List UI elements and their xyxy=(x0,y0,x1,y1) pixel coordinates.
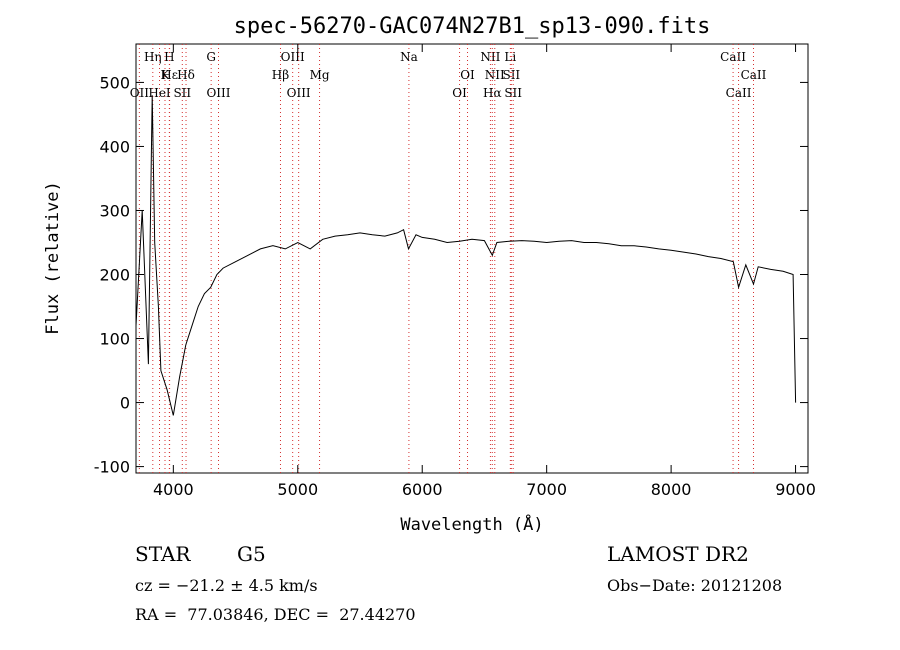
x-tick-label: 5000 xyxy=(277,480,318,499)
line-marker-label: Hε xyxy=(161,68,178,82)
plot-frame xyxy=(135,43,809,474)
coordinates: RA = 77.03846, DEC = 27.44270 xyxy=(135,605,416,624)
line-marker-label: Hα xyxy=(483,86,502,100)
line-markers: HηHGOIIINaNIILiCaIIHεKHδHβMgOINIISIICaII… xyxy=(130,44,767,473)
line-marker-label: CaII xyxy=(720,50,746,64)
x-tick-label: 8000 xyxy=(651,480,692,499)
line-marker-label: SII xyxy=(504,86,522,100)
y-axis-label: Flux (relative) xyxy=(43,181,63,335)
line-marker-label: Hη xyxy=(144,50,162,64)
line-marker-label: OIII xyxy=(206,86,230,100)
y-tick-label: 0 xyxy=(120,394,130,413)
line-marker-label: OI xyxy=(460,68,475,82)
object-class: STAR xyxy=(135,542,191,566)
x-axis-label: Wavelength (Å) xyxy=(400,513,543,535)
y-tick-label: 500 xyxy=(99,73,130,92)
object-subclass: G5 xyxy=(237,542,266,566)
y-tick-label: 400 xyxy=(99,137,130,156)
line-marker-label: OIII xyxy=(281,50,305,64)
x-tick-label: 4000 xyxy=(153,480,194,499)
line-marker-label: Hβ xyxy=(272,68,289,82)
line-marker-label: Li xyxy=(504,50,516,64)
line-marker-label: G xyxy=(206,50,216,64)
x-tick-label: 9000 xyxy=(775,480,816,499)
line-marker-label: Na xyxy=(400,50,418,64)
y-tick-label: 200 xyxy=(99,266,130,285)
line-marker-label: OII xyxy=(130,86,150,100)
y-tick-label: -100 xyxy=(94,458,130,477)
line-marker-label: Hδ xyxy=(177,68,195,82)
line-marker-label: NII xyxy=(485,68,505,82)
x-tick-label: 6000 xyxy=(402,480,443,499)
line-marker-label: Mg xyxy=(310,68,330,82)
chart-title: spec-56270-GAC074N27B1_sp13-090.fits xyxy=(234,14,711,39)
line-marker-label: SII xyxy=(173,86,191,100)
line-marker-label: SII xyxy=(502,68,520,82)
line-marker-label: NII xyxy=(480,50,500,64)
line-marker-label: HeI xyxy=(148,86,171,100)
line-marker-label: OIII xyxy=(287,86,311,100)
redshift-cz: cz = −21.2 ± 4.5 km/s xyxy=(135,576,318,595)
line-marker-label: K xyxy=(161,68,171,82)
line-marker-label: OI xyxy=(452,86,467,100)
x-tick-label: 7000 xyxy=(526,480,567,499)
line-marker-label: CaII xyxy=(726,86,752,100)
axis-ticks: 4000 5000 6000 7000 8000 9000 -100 0 100 200 300 40… xyxy=(94,44,816,499)
line-marker-label: CaII xyxy=(741,68,767,82)
observation-date: Obs−Date: 20121208 xyxy=(607,576,783,595)
spectrum-line xyxy=(135,95,797,416)
y-tick-label: 300 xyxy=(99,201,130,220)
survey-name: LAMOST DR2 xyxy=(607,542,749,566)
y-tick-label: 100 xyxy=(99,330,130,349)
